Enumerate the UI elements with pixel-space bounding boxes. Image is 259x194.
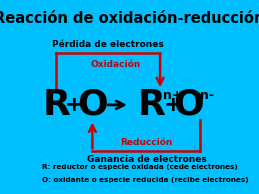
Text: Reducción: Reducción: [120, 138, 172, 147]
Text: n-: n-: [200, 88, 214, 101]
Text: Pérdida de electrones: Pérdida de electrones: [52, 40, 164, 49]
Text: O: O: [174, 88, 204, 122]
Text: R: reductor o especie oxidada (cede electrones): R: reductor o especie oxidada (cede elec…: [42, 164, 238, 170]
Text: Ganancia de electrones: Ganancia de electrones: [87, 155, 206, 164]
Text: +: +: [164, 95, 182, 115]
Text: +: +: [64, 95, 83, 115]
Text: Reacción de oxidación-reducción: Reacción de oxidación-reducción: [0, 11, 259, 26]
Text: O: oxidante o especie reducida (recibe electrones): O: oxidante o especie reducida (recibe e…: [42, 177, 249, 183]
Text: R: R: [138, 88, 166, 122]
Text: n+: n+: [163, 88, 183, 101]
Text: Oxidación: Oxidación: [90, 60, 141, 68]
Text: R: R: [42, 88, 70, 122]
Text: O: O: [77, 88, 108, 122]
